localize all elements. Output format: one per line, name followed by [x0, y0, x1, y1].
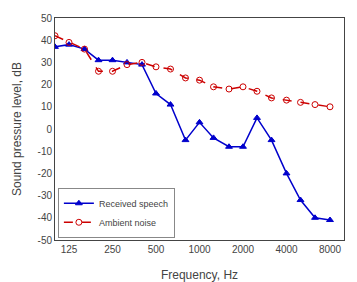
svg-text:-50: -50: [38, 235, 53, 246]
svg-text:4000: 4000: [275, 244, 298, 255]
svg-text:10: 10: [41, 101, 53, 112]
svg-text:500: 500: [148, 244, 165, 255]
svg-text:-20: -20: [38, 168, 53, 179]
svg-text:-30: -30: [38, 190, 53, 201]
svg-text:-40: -40: [38, 212, 53, 223]
svg-text:Ambient noise: Ambient noise: [99, 218, 156, 228]
svg-text:2000: 2000: [232, 244, 255, 255]
svg-text:Sound pressure level, dB: Sound pressure level, dB: [10, 62, 24, 196]
svg-text:30: 30: [41, 57, 53, 68]
svg-text:0: 0: [46, 124, 52, 135]
svg-text:40: 40: [41, 35, 53, 46]
svg-text:50: 50: [41, 13, 53, 24]
svg-text:1000: 1000: [188, 244, 211, 255]
svg-text:20: 20: [41, 79, 53, 90]
svg-text:Received speech: Received speech: [99, 199, 168, 209]
svg-text:8000: 8000: [319, 244, 342, 255]
svg-text:-10: -10: [38, 146, 53, 157]
svg-text:125: 125: [61, 244, 78, 255]
svg-text:250: 250: [104, 244, 121, 255]
svg-text:Frequency, Hz: Frequency, Hz: [161, 268, 238, 282]
